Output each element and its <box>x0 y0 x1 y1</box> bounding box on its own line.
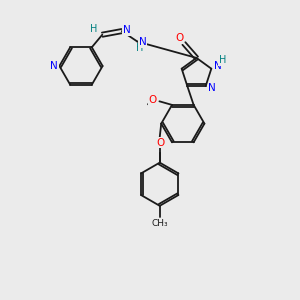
Text: O: O <box>175 33 184 43</box>
Text: H: H <box>136 43 143 53</box>
Text: CH₃: CH₃ <box>152 219 168 228</box>
Text: N: N <box>139 37 147 47</box>
Text: O: O <box>149 95 157 105</box>
Text: N: N <box>123 25 130 35</box>
Text: N: N <box>214 61 222 71</box>
Text: O: O <box>156 137 164 148</box>
Text: H: H <box>219 55 226 65</box>
Text: H: H <box>90 24 98 34</box>
Text: N: N <box>208 82 216 93</box>
Text: N: N <box>50 61 58 71</box>
